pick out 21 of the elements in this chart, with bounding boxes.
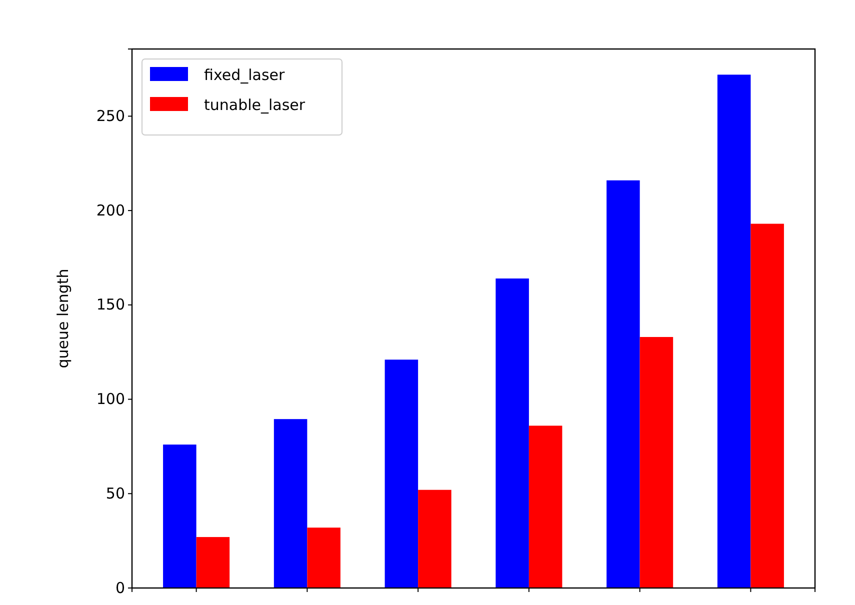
bar bbox=[606, 180, 640, 588]
bar bbox=[496, 278, 529, 588]
y-tick-label: 100 bbox=[96, 390, 125, 408]
bar bbox=[163, 444, 196, 588]
y-axis-title: queue length bbox=[54, 268, 72, 368]
y-tick-label: 200 bbox=[96, 201, 125, 220]
y-tick-label: 0 bbox=[115, 578, 125, 597]
bar bbox=[307, 528, 340, 588]
bar bbox=[274, 419, 308, 588]
legend-label: fixed_laser bbox=[204, 66, 286, 84]
bar bbox=[640, 336, 674, 588]
bar bbox=[196, 537, 230, 588]
legend-label: tunable_laser bbox=[204, 96, 306, 114]
bar bbox=[750, 224, 784, 588]
y-tick-label: 50 bbox=[106, 484, 125, 502]
bar bbox=[384, 360, 418, 588]
bar bbox=[418, 490, 452, 588]
y-tick-label: 150 bbox=[96, 296, 125, 314]
bar bbox=[717, 74, 751, 588]
y-tick-label: 250 bbox=[96, 106, 125, 125]
bar bbox=[528, 426, 562, 588]
